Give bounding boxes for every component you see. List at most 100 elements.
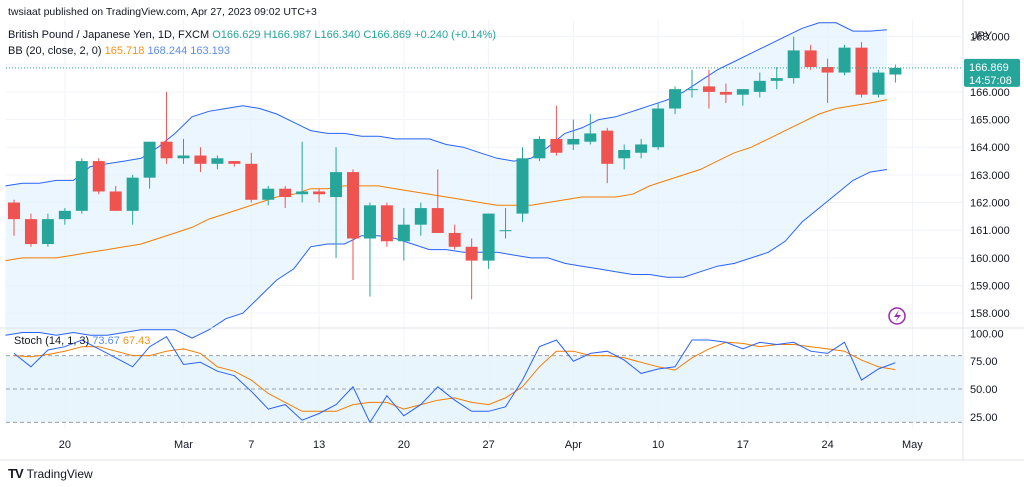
candle-body xyxy=(380,205,393,242)
candle-body xyxy=(347,172,359,239)
candle-body xyxy=(228,161,241,164)
candle-body xyxy=(753,80,766,92)
candle-body xyxy=(330,172,343,198)
lightning-bolt-icon xyxy=(894,310,901,322)
price-badge-value: 166.869 xyxy=(969,62,1009,74)
candle-body xyxy=(465,246,478,261)
candle-body xyxy=(279,188,292,198)
published-line: twsiaat published on TradingView.com, Ap… xyxy=(8,6,317,18)
stoch-d-value: 67.43 xyxy=(122,335,151,347)
candle-body xyxy=(533,138,546,159)
candle-body xyxy=(41,219,54,245)
candle-body xyxy=(838,47,851,73)
currency-label: JPY xyxy=(972,30,993,42)
candle-body xyxy=(58,210,71,220)
stoch-d-line xyxy=(13,341,896,412)
stoch-legend: Stoch (14, 1, 3) 73.67 67.43 xyxy=(14,335,150,347)
candle-body xyxy=(702,86,715,92)
candle-body xyxy=(397,224,410,242)
low-value: L166.340 xyxy=(314,29,361,41)
candle-body xyxy=(143,141,156,178)
symbol-title: British Pound / Japanese Yen, 1D, FXCM xyxy=(8,29,210,41)
price-tick-label: 166.000 xyxy=(970,87,1010,99)
candle-body xyxy=(499,230,512,232)
candle-body xyxy=(75,161,88,211)
stoch-label: Stoch (14, 1, 3) xyxy=(14,335,90,347)
high-value: H166.987 xyxy=(263,29,312,41)
candle-body xyxy=(872,72,885,95)
candle-body xyxy=(262,188,275,200)
candle-body xyxy=(211,158,224,164)
candle-body xyxy=(787,50,800,79)
time-tick-label: May xyxy=(902,439,923,451)
ohlc-legend: British Pound / Japanese Yen, 1D, FXCM O… xyxy=(8,29,496,41)
candle-body xyxy=(635,144,648,153)
price-badge xyxy=(964,58,1020,87)
stoch-k-line xyxy=(13,336,896,424)
tradingview-logo-icon: TV xyxy=(8,466,24,481)
time-tick-label: Mar xyxy=(174,439,193,451)
change-value: +0.240 (+0.14%) xyxy=(414,29,497,41)
time-tick-label: Apr xyxy=(565,439,582,451)
bb-label: BB (20, close, 2, 0) xyxy=(8,45,102,57)
candle-body xyxy=(804,50,817,68)
candle-body xyxy=(516,158,529,214)
candle-body xyxy=(855,47,868,95)
price-tick-label: 161.000 xyxy=(970,225,1010,237)
candle-body xyxy=(109,191,122,211)
candle-body xyxy=(363,205,376,239)
bb-fill xyxy=(5,22,887,339)
time-tick-label: 13 xyxy=(313,439,325,451)
candle-body xyxy=(736,89,749,95)
candle-body xyxy=(313,191,326,195)
brand-name: TradingView xyxy=(26,466,93,481)
tradingview-brand[interactable]: TV TradingView xyxy=(8,466,93,481)
bb-legend: BB (20, close, 2, 0) 165.718 168.244 163… xyxy=(8,45,230,57)
candle-body xyxy=(448,232,461,247)
candle-body xyxy=(482,213,495,261)
candle-body xyxy=(177,155,190,159)
candle-body xyxy=(92,161,105,192)
stoch-tick-label: 50.00 xyxy=(970,384,998,396)
stoch-tick-label: 25.00 xyxy=(970,412,998,424)
candle-body xyxy=(584,133,597,142)
candle-body xyxy=(126,177,139,211)
candle-body xyxy=(770,78,783,81)
candle-body xyxy=(194,155,207,164)
candle-body xyxy=(889,67,902,75)
price-tick-label: 162.000 xyxy=(970,198,1010,210)
price-badge-countdown: 14:57:08 xyxy=(969,75,1012,87)
candle-body xyxy=(245,163,258,200)
stoch-k-value: 73.67 xyxy=(92,335,120,347)
candle-body xyxy=(618,149,631,159)
time-tick-label: 24 xyxy=(821,439,833,451)
candle-body xyxy=(567,138,580,145)
price-tick-label: 158.000 xyxy=(970,308,1010,320)
price-tick-label: 164.000 xyxy=(970,142,1010,154)
time-tick-label: 20 xyxy=(59,439,71,451)
close-value: C166.869 xyxy=(363,29,412,41)
bb-basis-line xyxy=(5,99,887,262)
open-value: O166.629 xyxy=(212,29,261,41)
price-tick-label: 160.000 xyxy=(970,253,1010,265)
stoch-tick-label: 100.00 xyxy=(970,328,1004,340)
candle-body xyxy=(24,219,37,245)
candle-body xyxy=(652,108,665,148)
candle-body xyxy=(601,130,614,164)
candle-body xyxy=(8,202,20,220)
time-tick-label: 27 xyxy=(482,439,494,451)
price-tick-label: 165.000 xyxy=(970,115,1010,127)
candle-body xyxy=(296,191,309,195)
time-tick-label: 17 xyxy=(737,439,749,451)
candle-body xyxy=(431,208,444,233)
bb-basis-value: 165.718 xyxy=(104,45,145,57)
bb-lower-value: 163.193 xyxy=(190,45,231,57)
lightning-icon xyxy=(888,307,906,325)
price-tick-label: 163.000 xyxy=(970,170,1010,182)
candle-body xyxy=(550,138,563,153)
bb-lower-line xyxy=(5,169,887,339)
price-tick-label: 159.000 xyxy=(970,281,1010,293)
candle-body xyxy=(414,208,427,225)
time-tick-label: 10 xyxy=(652,439,664,451)
